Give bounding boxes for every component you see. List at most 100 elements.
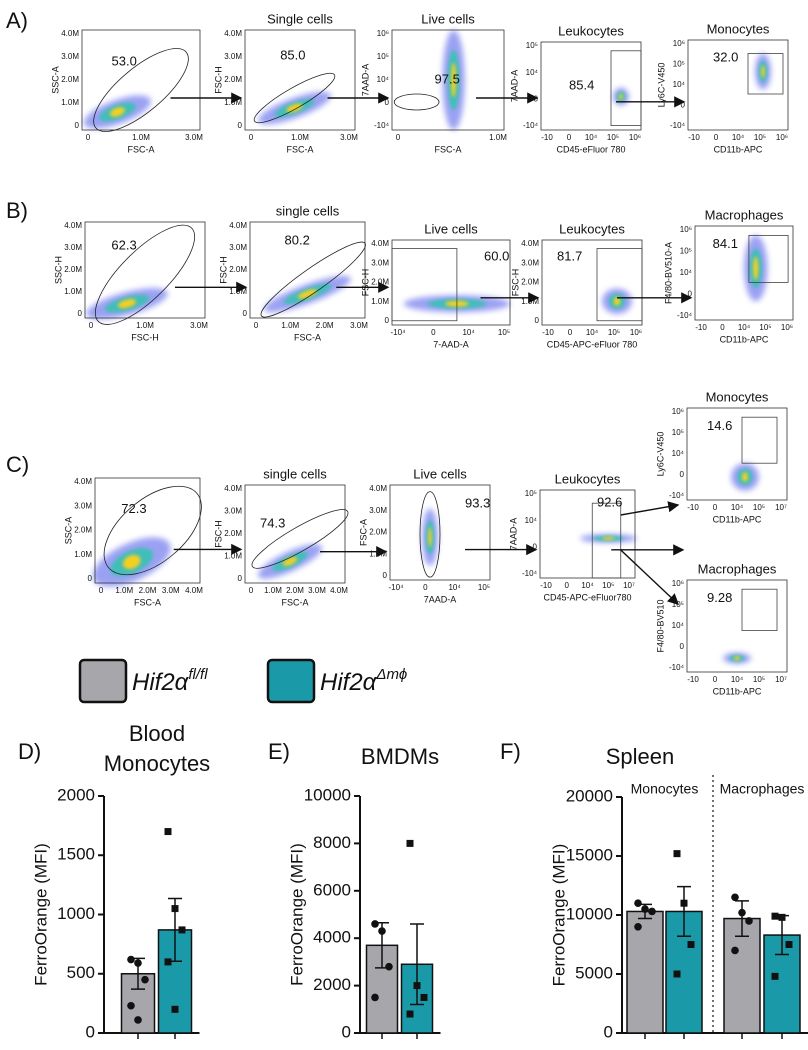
- x-tick-label: -10⁴: [389, 583, 405, 592]
- x-tick-label: 10⁶: [776, 133, 788, 142]
- y-tick-label: 2.0M: [224, 75, 242, 84]
- data-point: [420, 993, 428, 1001]
- y-tick-label: 0: [238, 574, 243, 583]
- data-point: [127, 1001, 135, 1010]
- y-axis-label: FSC-H: [218, 256, 228, 284]
- x-tick-label: 10⁶: [781, 323, 793, 332]
- plot-title: single cells: [263, 466, 327, 481]
- plot-frame: [539, 489, 636, 579]
- y-tick-label: 0: [604, 1022, 613, 1041]
- x-tick-label: -10⁴: [391, 328, 407, 337]
- gate-value: 9.28: [707, 590, 732, 605]
- flow-plot: 9.28 Macrophages CD11b-APC F4/80-BV510 -10 0 1…: [655, 561, 788, 696]
- x-tick-label: 1.0M: [132, 133, 150, 142]
- legend-name: Hif2α: [132, 669, 190, 696]
- density-core: [297, 289, 318, 299]
- x-axis-label: CD11b-APC: [713, 686, 762, 696]
- y-tick-label: 4000: [313, 928, 351, 947]
- y-tick-label: 0: [243, 309, 248, 318]
- gate-value: 14.6: [707, 418, 732, 433]
- gate: [393, 93, 440, 111]
- data-point: [634, 923, 642, 931]
- x-tick-label: 1.0M: [281, 321, 299, 330]
- gate-value: 62.3: [111, 237, 136, 252]
- y-tick-label: 0: [680, 642, 685, 651]
- y-tick-label: 2.0M: [521, 278, 539, 287]
- y-axis-label: SSC-A: [63, 517, 73, 545]
- gate-value: 32.0: [713, 49, 738, 64]
- data-point: [778, 913, 786, 921]
- flow-plot: 85.4 Leukocytes CD45-eFluor 780 7AAD-A -10 0 1…: [509, 23, 642, 154]
- y-tick-label: 10000: [304, 785, 351, 804]
- gate: [596, 248, 643, 322]
- plot-title: single cells: [276, 203, 340, 218]
- y-tick-label: 10⁴: [672, 449, 685, 458]
- gate: [419, 491, 441, 578]
- y-tick-label: 0: [86, 1022, 95, 1041]
- y-tick-label: -10⁴: [374, 121, 390, 130]
- gate: [253, 72, 336, 124]
- data-point: [134, 1016, 142, 1024]
- gate: [741, 588, 778, 632]
- y-tick-label: 6000: [313, 880, 351, 899]
- x-tick-label: 2.0M: [316, 321, 334, 330]
- y-tick-label: 0: [385, 316, 390, 325]
- flow-plot: 84.1 Macrophages CD11b-APC F4/80-BV510-A -10…: [663, 207, 794, 344]
- plot-title: Leukocytes: [558, 23, 624, 38]
- data-point: [385, 962, 393, 971]
- y-tick-label: 4.0M: [74, 477, 92, 486]
- arrow: [620, 549, 680, 605]
- plot-frame: [81, 29, 201, 131]
- group-label: Macrophages: [720, 781, 805, 797]
- chart-title: Spleen: [606, 744, 675, 769]
- plot-title: Macrophages: [705, 207, 784, 222]
- y-tick-label: 0: [680, 470, 685, 479]
- data-point: [178, 926, 186, 934]
- density-core: [733, 656, 741, 661]
- x-axis-label: CD11b-APC: [713, 514, 762, 524]
- y-tick-label: 0: [88, 574, 93, 583]
- y-tick-label: 15000: [566, 845, 613, 864]
- x-tick-label: 1.0M: [136, 321, 154, 330]
- x-tick-label: 2.0M: [139, 586, 157, 595]
- data-point: [785, 941, 793, 948]
- x-axis-label: FSC-A: [287, 144, 314, 154]
- density-core: [602, 536, 615, 540]
- y-tick-label: 10⁵: [673, 60, 685, 69]
- y-axis-label: Ly6C-V450: [655, 432, 665, 477]
- flow-plot: 14.6 Monocytes CD11b-APC Ly6C-V450 -10 0 10⁴ 10…: [655, 389, 788, 524]
- data-point: [378, 927, 386, 935]
- data-point: [371, 993, 379, 1002]
- x-axis-label: FSC-A: [134, 597, 161, 607]
- density-core: [761, 65, 765, 78]
- plot-frame: [389, 484, 491, 581]
- x-tick-label: 0: [565, 581, 570, 590]
- x-tick-label: 0: [713, 675, 718, 684]
- x-axis-label: CD45-APC-eFluor 780: [547, 339, 638, 349]
- data-point: [731, 946, 739, 955]
- data-point: [406, 839, 414, 847]
- x-tick-label: 10⁴: [738, 323, 751, 332]
- plot-title: Macrophages: [698, 561, 777, 576]
- gate: [251, 509, 349, 569]
- y-axis-label: 7AAD-A: [360, 64, 370, 97]
- plot-frame: [244, 484, 346, 584]
- data-point: [164, 958, 172, 966]
- flow-plot: 62.3 FSC-H SSC-H 0 1.0M 3.0M 0 1.0M 2.0M 3.0M 4.0M: [53, 221, 208, 342]
- legend-swatch: [78, 658, 128, 704]
- y-tick-label: 10⁴: [525, 516, 538, 525]
- y-axis-label: 7AAD-A: [508, 518, 518, 551]
- y-axis-label: FSC-A: [358, 519, 368, 546]
- data-point: [673, 850, 681, 858]
- y-tick-label: 10⁵: [672, 600, 684, 609]
- y-tick-label: -10⁴: [522, 569, 538, 578]
- plot-frame: [94, 477, 201, 584]
- x-tick-label: 10⁶: [629, 133, 641, 142]
- x-axis-label: CD45-eFluor 780: [556, 144, 625, 154]
- y-tick-label: 0: [75, 121, 80, 130]
- y-tick-label: 2.0M: [64, 265, 82, 274]
- y-tick-label: 2000: [313, 975, 351, 994]
- group-label: Monocytes: [631, 781, 699, 797]
- y-tick-label: 3.0M: [224, 507, 242, 516]
- y-tick-label: 0: [342, 1022, 351, 1041]
